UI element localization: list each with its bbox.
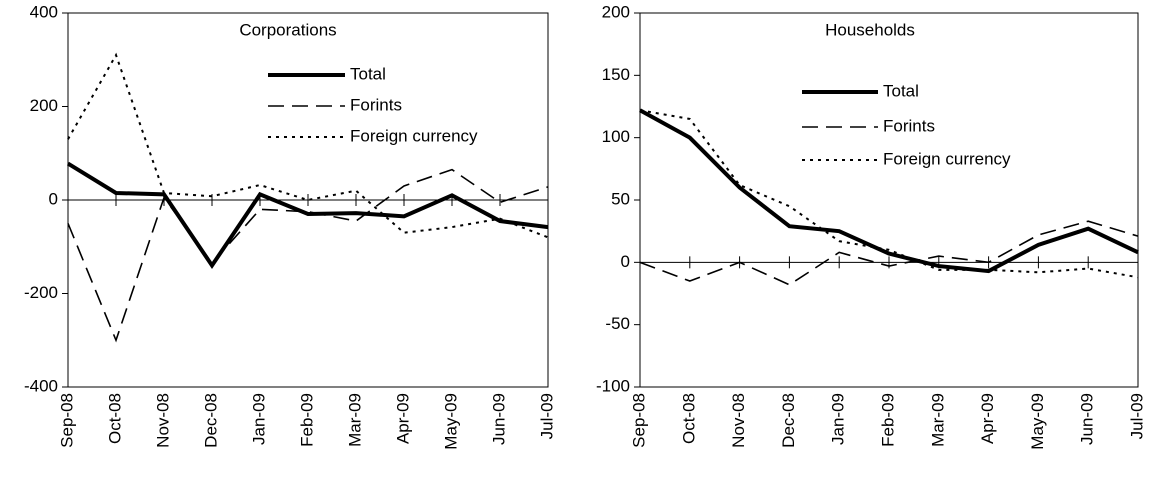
x-tick-label: Jul-09 <box>1127 393 1146 439</box>
y-tick-label: 0 <box>621 252 630 271</box>
y-tick-label: 200 <box>30 96 58 115</box>
y-tick-label: -200 <box>24 283 58 302</box>
x-tick-label: Dec-08 <box>201 393 220 448</box>
x-tick-label: Mar-09 <box>345 393 364 447</box>
x-tick-label: Jun-09 <box>489 393 508 445</box>
x-tick-label: Apr-09 <box>978 393 997 444</box>
y-tick-label: 150 <box>602 65 630 84</box>
x-tick-label: Feb-09 <box>878 393 897 447</box>
x-tick-label: Apr-09 <box>393 393 412 444</box>
x-tick-label: Jul-09 <box>537 393 556 439</box>
legend-label: Foreign currency <box>883 149 1011 168</box>
series-line <box>639 220 1139 286</box>
x-tick-label: Dec-08 <box>779 393 798 448</box>
y-tick-label: 200 <box>602 2 630 21</box>
legend-label: Forints <box>350 95 402 114</box>
x-tick-label: May-09 <box>441 393 460 450</box>
x-tick-label: Jun-09 <box>1078 393 1097 445</box>
y-tick-label: 50 <box>611 189 630 208</box>
x-tick-label: Nov-08 <box>153 393 172 448</box>
legend-label: Forints <box>883 116 935 135</box>
x-tick-label: Sep-08 <box>629 393 648 448</box>
chart-title: Corporations <box>239 20 336 39</box>
x-tick-label: May-09 <box>1028 393 1047 450</box>
y-tick-label: 400 <box>30 2 58 21</box>
y-tick-label: 100 <box>602 127 630 146</box>
series-line <box>66 161 549 270</box>
plot-frame <box>639 12 1139 388</box>
y-tick-label: -400 <box>24 376 58 395</box>
legend-label: Total <box>883 81 919 100</box>
series-line <box>67 168 549 343</box>
series-line <box>639 109 1139 279</box>
y-tick-label: 0 <box>49 189 58 208</box>
x-tick-label: Oct-08 <box>679 393 698 444</box>
x-tick-label: Sep-08 <box>57 393 76 448</box>
y-tick-label: -50 <box>605 314 630 333</box>
x-tick-label: Mar-09 <box>928 393 947 447</box>
x-tick-label: Feb-09 <box>297 393 316 447</box>
series-line <box>67 52 549 239</box>
legend-label: Foreign currency <box>350 126 478 145</box>
x-tick-label: Jan-09 <box>829 393 848 445</box>
y-tick-label: -100 <box>596 376 630 395</box>
x-tick-label: Nov-08 <box>729 393 748 448</box>
legend-label: Total <box>350 64 386 83</box>
x-tick-label: Jan-09 <box>249 393 268 445</box>
chart-title: Households <box>825 20 915 39</box>
series-line <box>639 108 1139 274</box>
x-tick-label: Oct-08 <box>105 393 124 444</box>
